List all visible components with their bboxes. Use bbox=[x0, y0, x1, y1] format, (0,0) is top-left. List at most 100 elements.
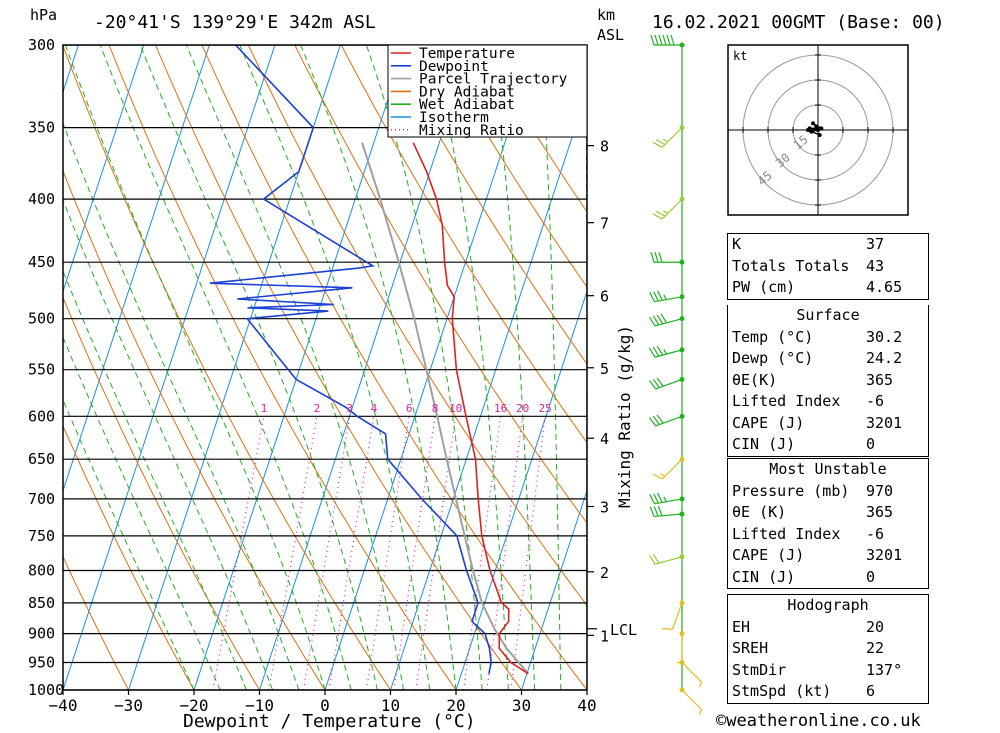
dry-adiabat-line bbox=[201, 45, 587, 690]
wind-barb-feather bbox=[670, 34, 675, 46]
table-row: StmSpd (kt) 6 bbox=[728, 681, 928, 703]
most-unstable-table: Most Unstable Pressure (mb) 970 θE (K) 365 Li… bbox=[727, 458, 929, 589]
lcl-label: LCL bbox=[610, 621, 637, 639]
hpa-label: hPa bbox=[30, 6, 57, 24]
wind-barb-half-feather bbox=[660, 473, 666, 477]
hodograph-point bbox=[811, 121, 815, 126]
temperature-line bbox=[412, 142, 529, 675]
row-value: -6 bbox=[866, 524, 885, 543]
wind-barb-half-feather bbox=[663, 294, 667, 300]
dewpoint-line bbox=[209, 45, 493, 674]
wind-barb-staff bbox=[654, 296, 683, 303]
wind-barb-feather bbox=[648, 316, 656, 327]
date-title: 16.02.2021 00GMT (Base: 00) bbox=[652, 12, 945, 33]
table-title: Surface bbox=[796, 306, 860, 324]
legend-entry: Mixing Ratio bbox=[419, 123, 524, 139]
row-value: 0 bbox=[866, 567, 876, 586]
wind-barb-feather bbox=[657, 505, 663, 516]
row-label: θE(K) bbox=[732, 370, 778, 389]
mixing-ratio-label: 25 bbox=[538, 402, 551, 415]
table-row: CAPE (J) 3201 bbox=[728, 413, 928, 435]
wind-barb-feather bbox=[654, 252, 659, 263]
pressure-tick-label: 500 bbox=[28, 310, 55, 328]
x-tick-label: −20 bbox=[180, 696, 209, 715]
pressure-tick-label: 650 bbox=[28, 450, 55, 468]
km-tick-label: 6 bbox=[600, 288, 609, 306]
plot-frame bbox=[62, 44, 588, 691]
wind-barb-feather bbox=[662, 34, 667, 46]
hodograph-unit-label: kt bbox=[733, 49, 747, 63]
wind-barb-staff bbox=[681, 689, 703, 711]
dry-adiabat-line bbox=[63, 555, 129, 690]
hodograph-point bbox=[816, 128, 820, 132]
dry-adiabat-line bbox=[433, 45, 587, 288]
table-row: Lifted Index -6 bbox=[728, 524, 928, 546]
km-tick-label: 1 bbox=[600, 627, 609, 645]
wind-barb-feather bbox=[652, 415, 660, 425]
mixing-ratio-label: 4 bbox=[371, 402, 378, 415]
legend-entry: Dry Adiabat bbox=[419, 84, 515, 100]
wind-barb-feather bbox=[656, 345, 664, 356]
row-value: 37 bbox=[866, 235, 885, 253]
mixing-ratio-label: 20 bbox=[516, 402, 529, 415]
wind-barb-feather bbox=[652, 346, 660, 357]
wind-barb-feather bbox=[648, 554, 656, 565]
mixing-ratio-label: 16 bbox=[494, 402, 507, 415]
wet-adiabat-line bbox=[185, 45, 405, 690]
wind-barb-feather bbox=[650, 252, 655, 263]
isotherm-line bbox=[193, 45, 407, 690]
wind-barb-feather bbox=[660, 313, 668, 324]
wind-barb-feather bbox=[649, 506, 655, 517]
wind-barb-feather bbox=[648, 380, 657, 390]
dry-adiabat-line bbox=[387, 45, 587, 365]
table-title: Hodograph bbox=[787, 596, 869, 614]
wet-adiabat-line bbox=[300, 45, 457, 690]
legend-entry: Temperature bbox=[419, 46, 515, 62]
x-tick-label: −30 bbox=[114, 696, 143, 715]
pressure-tick-label: 750 bbox=[28, 527, 55, 545]
wet-adiabat-line bbox=[63, 398, 195, 690]
km-tick-label: 2 bbox=[600, 564, 609, 582]
dry-adiabat-line bbox=[294, 45, 587, 524]
pressure-tick-label: 350 bbox=[28, 119, 55, 137]
mixing-ratio-line bbox=[415, 416, 457, 690]
wind-barb-feather bbox=[653, 493, 659, 504]
mixing-ratio-label: 1 bbox=[261, 402, 268, 415]
indices-table: K 37 Totals Totals 43 PW (cm) 4.65 bbox=[727, 233, 929, 300]
row-label: Pressure (mb) bbox=[732, 481, 850, 500]
pressure-tick-label: 800 bbox=[28, 561, 55, 579]
asl-label: ASL bbox=[597, 26, 624, 44]
mixing-ratio-label: 2 bbox=[314, 402, 321, 415]
legend-entry: Wet Adiabat bbox=[419, 97, 515, 113]
mixing-ratio-line bbox=[462, 416, 502, 690]
table-row: θE(K) 365 bbox=[728, 370, 928, 392]
row-value: 970 bbox=[866, 481, 894, 500]
row-label: Lifted Index bbox=[732, 392, 841, 410]
km-tick-label: 8 bbox=[600, 138, 609, 156]
row-label: CAPE (J) bbox=[732, 546, 805, 564]
x-axis-label: Dewpoint / Temperature (°C) bbox=[183, 711, 476, 732]
wind-barb-feather bbox=[652, 553, 660, 564]
mixing-ratio-line bbox=[510, 416, 546, 690]
row-value: 30.2 bbox=[866, 327, 903, 346]
hodograph-point bbox=[814, 124, 819, 129]
row-label: PW (cm) bbox=[732, 278, 796, 296]
row-value: 6 bbox=[866, 682, 876, 700]
pressure-tick-label: 1000 bbox=[28, 681, 64, 699]
row-value: 3201 bbox=[866, 546, 903, 564]
pressure-tick-label: 300 bbox=[28, 36, 55, 54]
wind-barb-half-feather bbox=[663, 349, 668, 355]
wind-barb-staff bbox=[654, 513, 683, 518]
table-row: Totals Totals 43 bbox=[728, 256, 928, 278]
row-value: 365 bbox=[866, 370, 894, 389]
wind-barb-feather bbox=[653, 506, 659, 517]
pressure-tick-label: 600 bbox=[28, 407, 55, 425]
wind-barb-staff bbox=[654, 349, 683, 358]
wind-barb-feather bbox=[656, 377, 664, 387]
wind-barb-half-feather bbox=[662, 138, 669, 143]
x-tick-label: −10 bbox=[245, 696, 274, 715]
wind-barb-feather bbox=[649, 494, 655, 505]
